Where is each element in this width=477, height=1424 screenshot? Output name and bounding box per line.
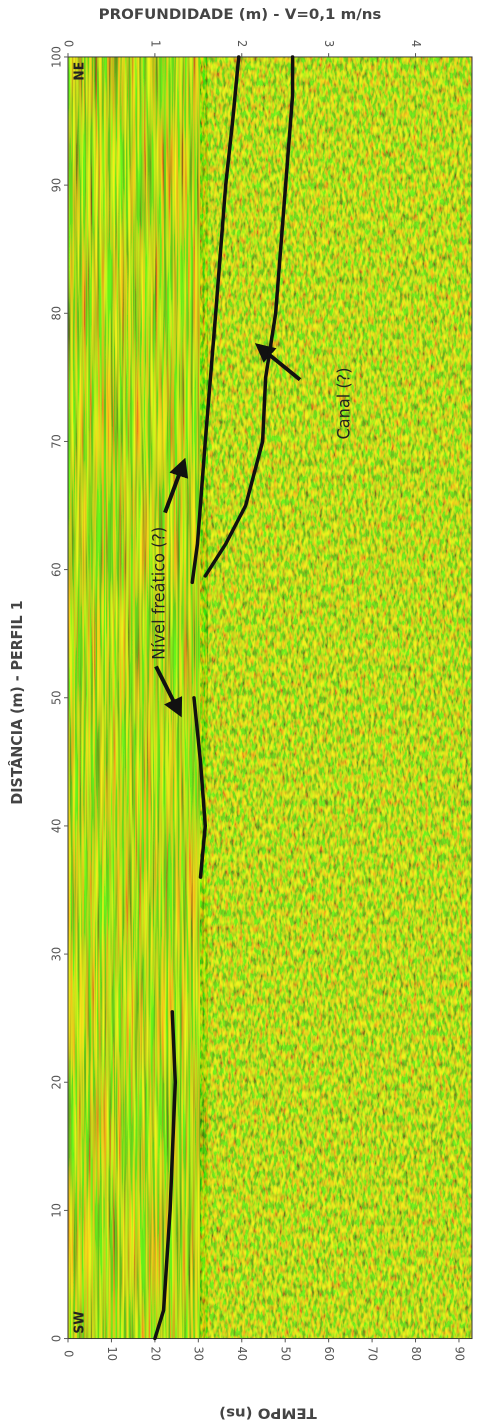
annotation: Nível freático (?) (149, 527, 168, 660)
interpreted-reflector (190, 55, 241, 585)
y-tick-label: 30 (49, 947, 63, 961)
x-tick-label: 70 (365, 1347, 379, 1361)
y-tick-label: 0 (49, 1335, 63, 1342)
y-tick-label: 20 (49, 1075, 63, 1089)
x-tick-label: 0 (61, 1350, 75, 1357)
x-tick-label: 40 (235, 1347, 249, 1361)
x2-axis-title: PROFUNDIDADE (m) - V=0,1 m/ns (99, 6, 382, 23)
y-tick-label: 60 (49, 562, 63, 576)
y-tick-label: 100 (49, 46, 63, 68)
x-tick-label: 20 (148, 1347, 162, 1361)
y-tick-label: 40 (49, 819, 63, 833)
y-tick-label: 90 (49, 178, 63, 192)
x-tick-label: 10 (105, 1347, 119, 1361)
corner-label: NE (71, 62, 86, 81)
x-tick-label: 60 (322, 1347, 336, 1361)
x-tick-label: 50 (279, 1347, 293, 1361)
x2-tick-label: 3 (322, 40, 336, 47)
interpreted-reflector (203, 55, 295, 578)
interpreted-reflector (153, 1010, 178, 1341)
y-tick-label: 80 (49, 306, 63, 320)
interpreted-reflector (192, 696, 208, 879)
x2-tick-label: 0 (61, 40, 75, 47)
x-tick-label: 80 (409, 1347, 423, 1361)
radargram-image (67, 56, 473, 1340)
arrows (154, 343, 302, 718)
y-tick-label: 50 (49, 691, 63, 705)
y-tick-label: 70 (49, 434, 63, 448)
x2-tick-label: 2 (235, 40, 249, 47)
x-axis-title: TEMPO (ns) (219, 1405, 317, 1422)
x-tick-label: 30 (192, 1347, 206, 1361)
x2-tick-label: 1 (148, 40, 162, 47)
annotation: Canal (?) (334, 367, 353, 439)
y-tick-label: 10 (49, 1203, 63, 1217)
y-axis-title: DISTÂNCIA (m) - PERFIL 1 (9, 600, 26, 804)
x2-tick-label: 4 (409, 40, 423, 47)
corner-label: SW (71, 1311, 86, 1334)
x-tick-label: 90 (452, 1347, 466, 1361)
